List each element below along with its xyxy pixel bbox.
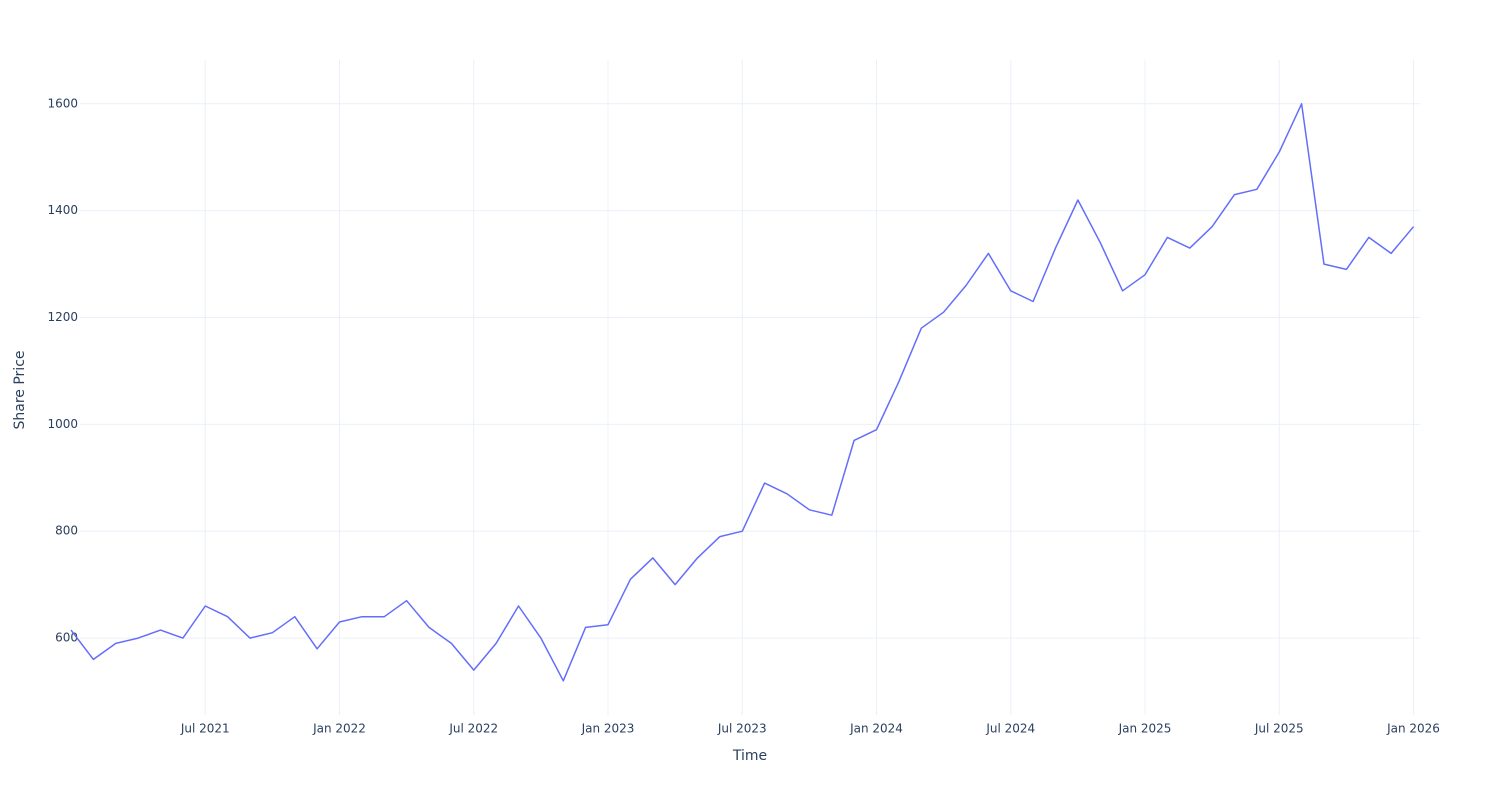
y-tick-label: 1000 (47, 417, 78, 431)
x-tick-label: Jul 2024 (985, 722, 1035, 736)
y-tick-label: 1200 (47, 310, 78, 324)
x-tick-label: Jan 2024 (849, 722, 903, 736)
x-axis-title: Time (732, 748, 767, 764)
price-line (70, 103, 1415, 682)
y-tick-label: 800 (55, 524, 78, 538)
x-tick-label: Jul 2022 (448, 722, 498, 736)
x-tick-label: Jan 2025 (1118, 722, 1172, 736)
x-tick-label: Jan 2022 (312, 722, 366, 736)
y-tick-label: 1600 (47, 96, 78, 110)
x-tick-label: Jul 2025 (1254, 722, 1304, 736)
y-axis-title: Share Price (12, 350, 28, 429)
x-tick-label: Jan 2023 (581, 722, 635, 736)
x-tick-label: Jan 2026 (1386, 722, 1440, 736)
y-tick-label: 600 (55, 631, 78, 645)
x-tick-label: Jul 2021 (180, 722, 230, 736)
x-tick-label: Jul 2023 (717, 722, 767, 736)
y-tick-label: 1400 (47, 203, 78, 217)
